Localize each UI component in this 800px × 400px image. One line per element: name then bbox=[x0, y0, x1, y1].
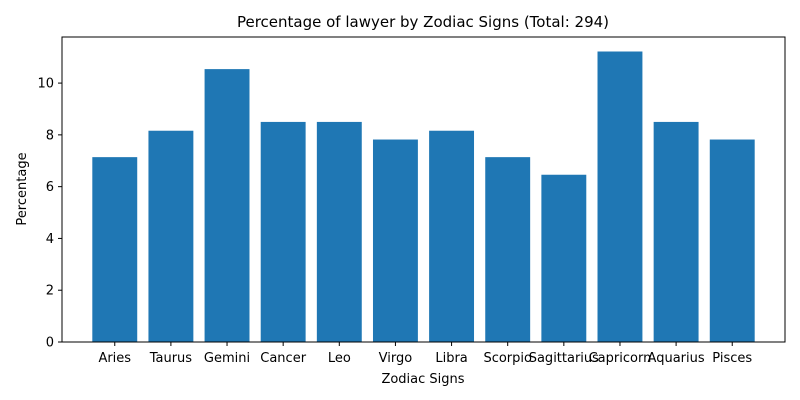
bar-capricorn bbox=[597, 51, 643, 342]
plot-frame bbox=[61, 36, 786, 343]
bar-aquarius bbox=[653, 121, 699, 342]
x-tick-label: Libra bbox=[435, 351, 467, 366]
bar-sagittarius bbox=[541, 174, 587, 342]
x-tick-label: Pisces bbox=[712, 351, 752, 366]
x-tick-label: Leo bbox=[328, 351, 351, 366]
y-tick-label: 4 bbox=[46, 232, 54, 247]
y-tick-label: 2 bbox=[46, 284, 54, 299]
bar-aries bbox=[92, 157, 138, 342]
chart-title: Percentage of lawyer by Zodiac Signs (To… bbox=[237, 13, 609, 31]
x-axis-label: Zodiac Signs bbox=[381, 372, 464, 387]
x-axis-ticks: Aries Taurus Gemini Cancer Leo Virgo Libra Scor… bbox=[98, 342, 752, 366]
x-tick-label: Scorpio bbox=[483, 351, 532, 366]
x-tick-label: Taurus bbox=[149, 351, 193, 366]
x-tick-label: Aries bbox=[98, 351, 131, 366]
x-tick-label: Virgo bbox=[379, 351, 413, 366]
bar-virgo bbox=[372, 139, 418, 342]
x-tick-label: Gemini bbox=[204, 351, 250, 366]
x-tick-label: Sagittarius bbox=[529, 351, 599, 366]
y-tick-label: 8 bbox=[46, 128, 54, 143]
bar-taurus bbox=[148, 130, 194, 342]
x-tick-label: Cancer bbox=[260, 351, 306, 366]
bar-pisces bbox=[709, 139, 755, 342]
y-tick-label: 0 bbox=[46, 336, 54, 351]
x-tick-label: Capricorn bbox=[589, 351, 652, 366]
y-axis-label: Percentage bbox=[15, 152, 30, 225]
bar-gemini bbox=[204, 69, 250, 343]
x-tick-label: Aquarius bbox=[648, 351, 705, 366]
bar-cancer bbox=[260, 121, 306, 342]
y-axis-ticks: 0 2 4 6 8 10 bbox=[37, 77, 62, 351]
y-tick-label: 10 bbox=[37, 77, 54, 92]
bar-libra bbox=[429, 130, 475, 342]
bars-group bbox=[92, 51, 755, 343]
bar-scorpio bbox=[485, 157, 531, 342]
bar-leo bbox=[316, 121, 362, 342]
y-tick-label: 6 bbox=[46, 180, 54, 195]
